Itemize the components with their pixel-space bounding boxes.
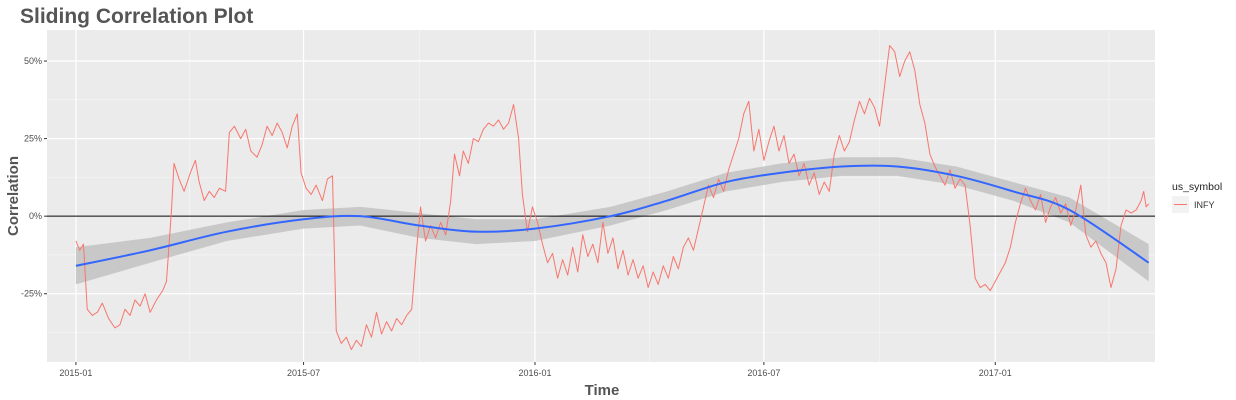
y-tick-label: 50% bbox=[24, 56, 42, 66]
plot-panel bbox=[47, 30, 1155, 362]
major-gridlines bbox=[47, 30, 1155, 362]
y-axis: 50% 25% 0% -25% bbox=[21, 56, 47, 299]
confidence-band-area bbox=[75, 157, 1149, 285]
legend: us_symbol INFY bbox=[1172, 181, 1222, 213]
x-tick-label: 2015-01 bbox=[59, 368, 92, 378]
x-axis-title: Time bbox=[585, 382, 620, 399]
x-tick-label: 2015-07 bbox=[287, 368, 320, 378]
y-tick-label: -25% bbox=[21, 289, 42, 299]
smooth-trend-layer bbox=[75, 164, 1150, 267]
chart-title: Sliding Correlation Plot bbox=[20, 5, 253, 28]
smooth-trend-line bbox=[75, 164, 1150, 267]
series-layer bbox=[75, 45, 1150, 351]
y-axis-title: Correlation bbox=[5, 156, 22, 236]
series-line-infy bbox=[75, 45, 1150, 351]
legend-label-infy: INFY bbox=[1194, 200, 1215, 210]
x-tick-label: 2016-01 bbox=[518, 368, 551, 378]
x-tick-label: 2016-07 bbox=[747, 368, 780, 378]
legend-title: us_symbol bbox=[1172, 181, 1222, 193]
x-axis: 2015-01 2015-07 2016-01 2016-07 2017-01 bbox=[59, 362, 1012, 378]
x-tick-label: 2017-01 bbox=[979, 368, 1012, 378]
y-tick-label: 25% bbox=[24, 134, 42, 144]
y-tick-label: 0% bbox=[29, 211, 42, 221]
confidence-band bbox=[75, 157, 1149, 285]
